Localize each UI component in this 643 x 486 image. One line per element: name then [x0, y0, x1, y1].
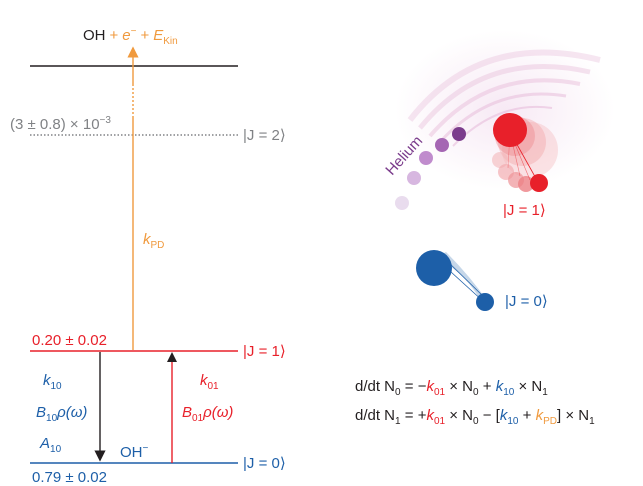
- helium-atom: [395, 196, 409, 210]
- j1-label: |J = 1⟩: [243, 343, 286, 360]
- j1-population: 0.20 ± 0.02: [32, 332, 107, 349]
- b10-label: B10ρ(ω): [36, 404, 87, 424]
- oh-anion-j0-oxygen: [416, 250, 452, 286]
- k-pd-label: kPD: [143, 231, 164, 251]
- rate-equation-n0: d/dt N0 = −k01 × N0 + k10 × N1: [355, 378, 548, 398]
- rate-equation-n1: d/dt N1 = +k01 × N0 − [k10 + kPD] × N1: [355, 407, 595, 427]
- ground-state-anion-illustration: [416, 250, 494, 311]
- j0-population: 0.79 ± 0.02: [32, 469, 107, 486]
- helium-atom: [435, 138, 449, 152]
- oh-minus-label: OH−: [120, 443, 149, 461]
- helium-collision-illustration: [395, 30, 615, 210]
- oh-anion-j1-oxygen: [493, 113, 527, 147]
- helium-atom: [419, 151, 433, 165]
- illustration-j0-label: |J = 0⟩: [505, 293, 548, 310]
- continuum-label: OH + e− + EKin: [83, 26, 178, 47]
- excitation-arrowhead: [167, 352, 177, 362]
- illustration-j1-label: |J = 1⟩: [503, 202, 546, 219]
- j0-label: |J = 0⟩: [243, 455, 286, 472]
- j2-label: |J = 2⟩: [243, 127, 286, 144]
- k01-label: k01: [200, 372, 219, 392]
- oh-anion-j0-hydrogen: [476, 293, 494, 311]
- a10-label: A10: [39, 435, 62, 455]
- b01-label: B01ρ(ω): [182, 404, 233, 424]
- helium-atom: [407, 171, 421, 185]
- oh-anion-j1-hydrogen: [530, 174, 548, 192]
- j2-population: (3 ± 0.8) × 10−3: [10, 115, 111, 133]
- helium-atom: [452, 127, 466, 141]
- k10-label: k10: [43, 372, 62, 392]
